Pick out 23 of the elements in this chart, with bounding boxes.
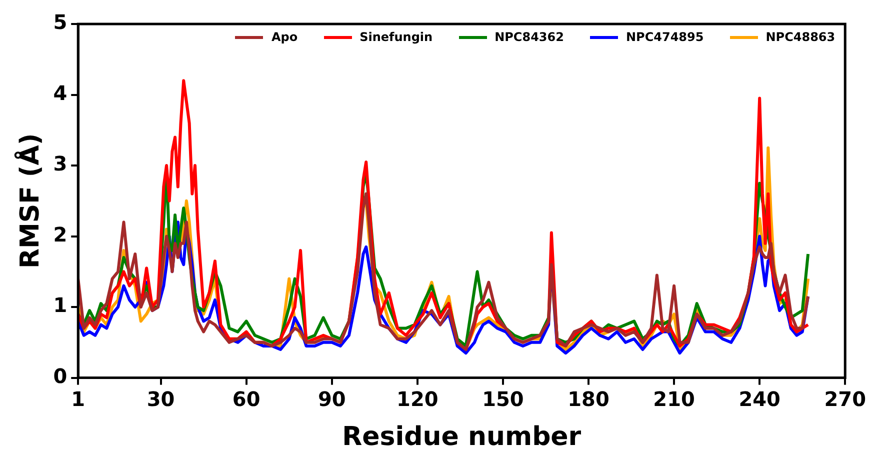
x-tick-label: 120: [396, 387, 438, 412]
legend-label: NPC84362: [494, 30, 564, 44]
x-tick-label: 150: [482, 387, 524, 412]
x-tick-label: 240: [738, 387, 780, 412]
legend-label: Sinefungin: [360, 30, 433, 44]
x-tick-label: 60: [232, 387, 260, 412]
y-tick-label: 5: [53, 10, 68, 34]
y-tick-label: 3: [53, 152, 68, 176]
y-tick-label: 2: [53, 222, 68, 246]
legend-label: Apo: [271, 30, 298, 44]
x-tick-label: 210: [653, 387, 695, 412]
x-tick-label: 270: [824, 387, 866, 412]
y-tick-label: 0: [53, 364, 68, 388]
x-tick-label: 30: [146, 387, 175, 412]
x-tick-label: 1: [71, 387, 86, 412]
y-tick-label: 1: [53, 293, 68, 318]
x-tick-label: 90: [318, 387, 346, 412]
legend-label: NPC48863: [766, 30, 836, 44]
x-axis-title: Residue number: [342, 422, 582, 452]
y-tick-label: 4: [53, 80, 68, 105]
y-axis-title: RMSF (Å): [13, 133, 46, 269]
x-tick-label: 180: [568, 387, 610, 412]
legend-label: NPC474895: [626, 30, 704, 44]
